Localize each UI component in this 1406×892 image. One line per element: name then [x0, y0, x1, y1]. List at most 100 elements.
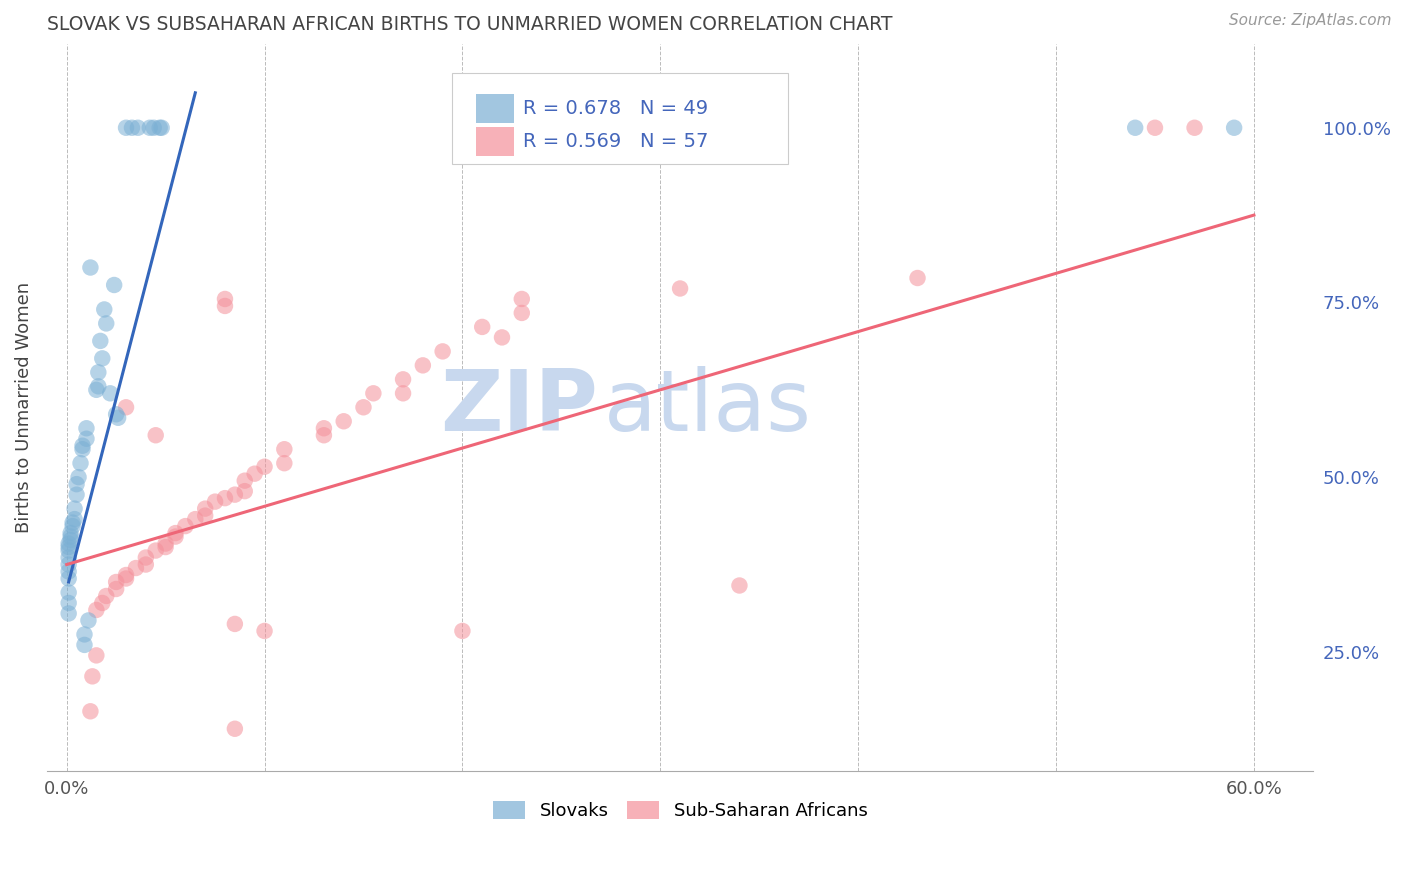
Point	[273, 456, 295, 470]
Point	[139, 120, 162, 135]
Point	[142, 120, 165, 135]
Point	[194, 501, 217, 516]
Point	[412, 359, 434, 373]
Point	[69, 456, 91, 470]
Point	[58, 572, 80, 586]
Text: R = 0.569   N = 57: R = 0.569 N = 57	[523, 132, 709, 152]
Point	[510, 306, 533, 320]
Point	[59, 526, 82, 541]
Point	[73, 627, 96, 641]
Point	[65, 477, 87, 491]
Point	[451, 624, 474, 638]
Point	[98, 386, 121, 401]
Point	[127, 120, 149, 135]
Point	[63, 501, 86, 516]
Point	[96, 589, 118, 603]
Point	[174, 519, 197, 533]
Text: atlas: atlas	[605, 366, 813, 449]
Point	[1184, 120, 1206, 135]
Point	[233, 484, 256, 499]
Point	[392, 372, 415, 386]
Point	[62, 519, 84, 533]
Point	[115, 572, 138, 586]
Point	[58, 585, 80, 599]
Point	[165, 530, 187, 544]
Point	[96, 317, 118, 331]
Point	[149, 120, 172, 135]
Point	[145, 428, 167, 442]
Point	[87, 365, 110, 379]
FancyBboxPatch shape	[477, 94, 515, 123]
Point	[1123, 120, 1146, 135]
Point	[125, 561, 148, 575]
Text: R = 0.678   N = 49: R = 0.678 N = 49	[523, 99, 709, 118]
Point	[184, 512, 207, 526]
Point	[86, 603, 108, 617]
Point	[72, 442, 94, 457]
Point	[224, 722, 246, 736]
Point	[58, 543, 80, 558]
Point	[253, 459, 276, 474]
Point	[82, 669, 104, 683]
Point	[253, 624, 276, 638]
Point	[72, 439, 94, 453]
Point	[312, 428, 335, 442]
Point	[107, 410, 129, 425]
Point	[273, 442, 295, 457]
Point	[155, 536, 177, 550]
FancyBboxPatch shape	[477, 128, 515, 156]
Point	[89, 334, 111, 348]
Point	[224, 616, 246, 631]
Point	[105, 574, 128, 589]
Point	[58, 540, 80, 554]
Point	[312, 421, 335, 435]
Text: SLOVAK VS SUBSAHARAN AFRICAN BIRTHS TO UNMARRIED WOMEN CORRELATION CHART: SLOVAK VS SUBSAHARAN AFRICAN BIRTHS TO U…	[46, 15, 893, 34]
Point	[135, 550, 157, 565]
Point	[728, 578, 751, 592]
Point	[224, 488, 246, 502]
Point	[73, 638, 96, 652]
Point	[363, 386, 385, 401]
Point	[91, 596, 114, 610]
Point	[67, 470, 90, 484]
Point	[669, 281, 692, 295]
Point	[115, 120, 138, 135]
Point	[145, 543, 167, 558]
Point	[1223, 120, 1246, 135]
Point	[79, 704, 101, 718]
Point	[105, 407, 128, 421]
Point	[432, 344, 454, 359]
Point	[150, 120, 173, 135]
Point	[214, 299, 236, 313]
Point	[58, 607, 80, 621]
Point	[86, 648, 108, 663]
Point	[58, 536, 80, 550]
Point	[194, 508, 217, 523]
Point	[58, 558, 80, 572]
Text: ZIP: ZIP	[440, 366, 598, 449]
Point	[204, 494, 226, 508]
Legend: Slovaks, Sub-Saharan Africans: Slovaks, Sub-Saharan Africans	[485, 793, 875, 827]
Point	[115, 568, 138, 582]
Point	[59, 533, 82, 547]
Point	[243, 467, 266, 481]
Y-axis label: Births to Unmarried Women: Births to Unmarried Women	[15, 282, 32, 533]
Point	[155, 540, 177, 554]
Point	[75, 432, 97, 446]
Point	[115, 401, 138, 415]
Point	[65, 488, 87, 502]
Point	[392, 386, 415, 401]
Point	[233, 474, 256, 488]
Point	[87, 379, 110, 393]
Point	[121, 120, 143, 135]
Point	[86, 383, 108, 397]
Point	[93, 302, 115, 317]
Point	[214, 292, 236, 306]
Point	[471, 320, 494, 334]
Point	[58, 550, 80, 565]
Point	[58, 565, 80, 579]
Point	[79, 260, 101, 275]
Point	[63, 512, 86, 526]
Text: Source: ZipAtlas.com: Source: ZipAtlas.com	[1229, 13, 1392, 29]
Point	[165, 526, 187, 541]
